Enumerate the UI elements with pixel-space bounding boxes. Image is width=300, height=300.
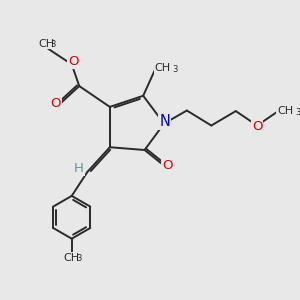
Text: 3: 3 <box>51 40 56 49</box>
Text: 3: 3 <box>295 108 300 117</box>
Text: CH: CH <box>38 38 55 49</box>
Text: CH: CH <box>277 106 293 116</box>
Text: H: H <box>74 162 84 176</box>
Text: 3: 3 <box>76 254 82 263</box>
Text: O: O <box>162 159 173 172</box>
Text: CH: CH <box>64 253 80 262</box>
Text: O: O <box>68 55 78 68</box>
Text: O: O <box>252 120 262 133</box>
Text: CH: CH <box>154 63 171 73</box>
Text: 3: 3 <box>173 64 178 74</box>
Text: O: O <box>50 97 61 110</box>
Text: N: N <box>159 114 170 129</box>
